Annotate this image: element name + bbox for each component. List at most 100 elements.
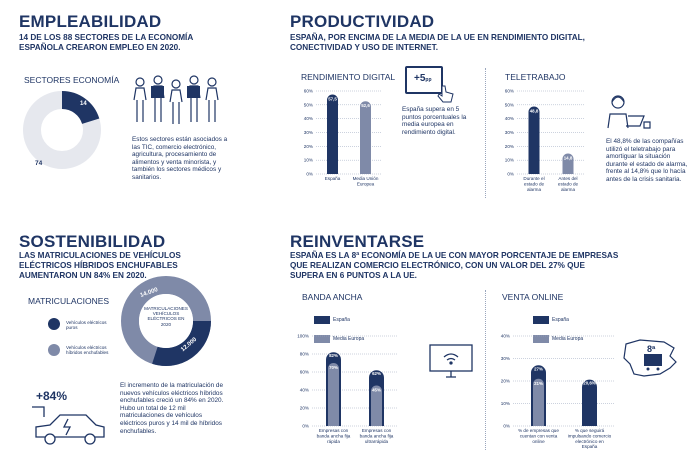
rendimiento-chart: 0% 10% 20% 30% 40% 50% 60% 57,5 España 52,6 Media … bbox=[304, 89, 382, 186]
empleabilidad-title: EMPLEABILIDAD bbox=[19, 12, 162, 31]
legend-dot-hibridos bbox=[48, 344, 60, 356]
legend-puros: Vehículos eléctricos puros bbox=[66, 320, 107, 331]
y-tick-label: 50% bbox=[304, 102, 313, 107]
category-label: ultrarrápida bbox=[365, 439, 389, 444]
y-tick-label: 20% bbox=[501, 379, 510, 384]
divider bbox=[485, 68, 486, 198]
y-tick-label: 30% bbox=[501, 356, 510, 361]
matriculaciones-donut bbox=[121, 276, 211, 366]
y-tick-label: 60% bbox=[505, 89, 514, 94]
teletrabajo-text: El 48,8% de las compañías utilizó el tel… bbox=[606, 138, 688, 183]
person-laptop-icon bbox=[607, 95, 651, 129]
badge-plus5: +5 bbox=[414, 73, 426, 84]
category-label: Antes del bbox=[558, 176, 577, 181]
category-label: estado de bbox=[558, 181, 579, 186]
data-label: 48,8 bbox=[530, 108, 539, 113]
banda-ancha-label: BANDA ANCHA bbox=[302, 292, 363, 302]
y-tick-label: 30% bbox=[304, 130, 313, 135]
category-label: Empresas con bbox=[362, 428, 392, 433]
y-tick-label: 40% bbox=[505, 116, 514, 121]
badge-text: España supera en 5 puntos porcentuales l… bbox=[402, 106, 467, 136]
legend-espana: España bbox=[314, 311, 364, 329]
sostenibilidad-title: SOSTENIBILIDAD bbox=[19, 232, 166, 251]
venta-online-label: VENTA ONLINE bbox=[502, 292, 564, 302]
y-tick-label: 100% bbox=[297, 334, 309, 339]
category-label: % que seguirá bbox=[575, 428, 605, 433]
y-tick-label: 20% bbox=[300, 406, 309, 411]
category-label: rápida bbox=[327, 439, 340, 444]
y-tick-label: 10% bbox=[304, 158, 313, 163]
data-label-europa: 45% bbox=[372, 388, 381, 393]
category-label: cuentan con venta bbox=[520, 433, 558, 438]
data-label-espana: 62% bbox=[372, 371, 381, 376]
category-label: electrónico en bbox=[575, 439, 604, 444]
category-label: España bbox=[325, 176, 341, 181]
divider-2 bbox=[485, 290, 486, 450]
legend-europa-2: Media Europa bbox=[533, 330, 583, 348]
bar-espana-body bbox=[582, 387, 597, 426]
badge-unit: pp bbox=[425, 77, 432, 83]
data-label-espana: 20,6% bbox=[583, 381, 596, 386]
sectores-label: SECTORES ECONOMÍA bbox=[24, 75, 120, 85]
donut-value-14: 14 bbox=[80, 101, 87, 107]
data-label-espana: 27% bbox=[534, 366, 543, 371]
bar-europa-body bbox=[533, 384, 544, 426]
category-label: impulsando comercio bbox=[568, 433, 612, 438]
y-tick-label: 50% bbox=[505, 102, 514, 107]
bar-europa-body bbox=[328, 368, 339, 426]
data-label: 52,6 bbox=[361, 103, 370, 108]
category-label: % de empresas que bbox=[518, 428, 559, 433]
pct-84: +84% bbox=[36, 389, 68, 403]
people-crowd-icon bbox=[133, 75, 219, 124]
category-label: estado de bbox=[524, 181, 545, 186]
banda-legend: España Media Europa bbox=[314, 311, 364, 348]
y-tick-label: 20% bbox=[304, 144, 313, 149]
y-tick-label: 10% bbox=[501, 401, 510, 406]
legend-dot-puros bbox=[48, 318, 60, 330]
sostenibilidad-text: El incremento de la matriculación de nue… bbox=[120, 382, 224, 435]
legend-europa: Media Europa bbox=[314, 330, 364, 348]
donut-puros bbox=[152, 320, 211, 366]
y-tick-label: 0% bbox=[507, 172, 514, 177]
hand-pointer-icon bbox=[437, 85, 454, 103]
data-label: 14,8 bbox=[564, 156, 573, 161]
productividad-title: PRODUCTIVIDAD bbox=[290, 12, 435, 31]
empleabilidad-subtitle: 14 DE LOS 88 SECTORES DE LA ECONOMÍA ESP… bbox=[19, 33, 193, 52]
category-label: Europea bbox=[357, 181, 375, 186]
rank-8: 8ª bbox=[647, 344, 656, 354]
data-label-espana: 82% bbox=[329, 353, 338, 358]
y-tick-label: 20% bbox=[505, 144, 514, 149]
y-tick-label: 60% bbox=[300, 370, 309, 375]
y-tick-label: 0% bbox=[306, 172, 313, 177]
reinventarse-subtitle: ESPAÑA ES LA 8ª ECONOMÍA DE LA UE CON MA… bbox=[290, 251, 619, 280]
y-tick-label: 30% bbox=[505, 130, 514, 135]
donut-value-74: 74 bbox=[35, 160, 43, 167]
category-label: alarma bbox=[561, 187, 575, 192]
category-label: Empresas con bbox=[319, 428, 349, 433]
category-label: Media Unión bbox=[353, 176, 379, 181]
y-tick-label: 40% bbox=[300, 388, 309, 393]
data-label-europa: 21% bbox=[534, 381, 543, 386]
y-tick-label: 10% bbox=[505, 158, 514, 163]
bar-body bbox=[360, 106, 371, 174]
sectores-donut bbox=[23, 90, 101, 169]
category-label: online bbox=[532, 439, 545, 444]
y-tick-label: 40% bbox=[304, 116, 313, 121]
data-label-europa: 70% bbox=[329, 365, 338, 370]
legend-hibridos: Vehículos eléctricos híbridos enchufable… bbox=[66, 345, 109, 356]
bar-body bbox=[528, 111, 540, 174]
empleabilidad-text: Estos sectores están asociados a las TIC… bbox=[132, 136, 228, 181]
matriculaciones-label: MATRICULACIONES bbox=[28, 296, 110, 306]
data-label: 57,5 bbox=[328, 96, 337, 101]
y-tick-label: 0% bbox=[503, 424, 510, 429]
venta-legend: España Media Europa bbox=[533, 311, 583, 348]
category-label: España bbox=[582, 444, 598, 449]
donut-center-text: MATRICULACIONES VEHÍCULOS ELÉCTRICOS EN … bbox=[144, 306, 188, 327]
banda-ancha-chart: 0%20%40%60%80%100%82%70%Empresas conband… bbox=[297, 334, 398, 444]
electric-car-icon bbox=[32, 406, 105, 445]
category-label: banda ancha fija bbox=[360, 433, 394, 438]
reinventarse-title: REINVENTARSE bbox=[290, 232, 425, 251]
monitor-icon bbox=[405, 66, 443, 94]
category-label: alarma bbox=[527, 187, 541, 192]
